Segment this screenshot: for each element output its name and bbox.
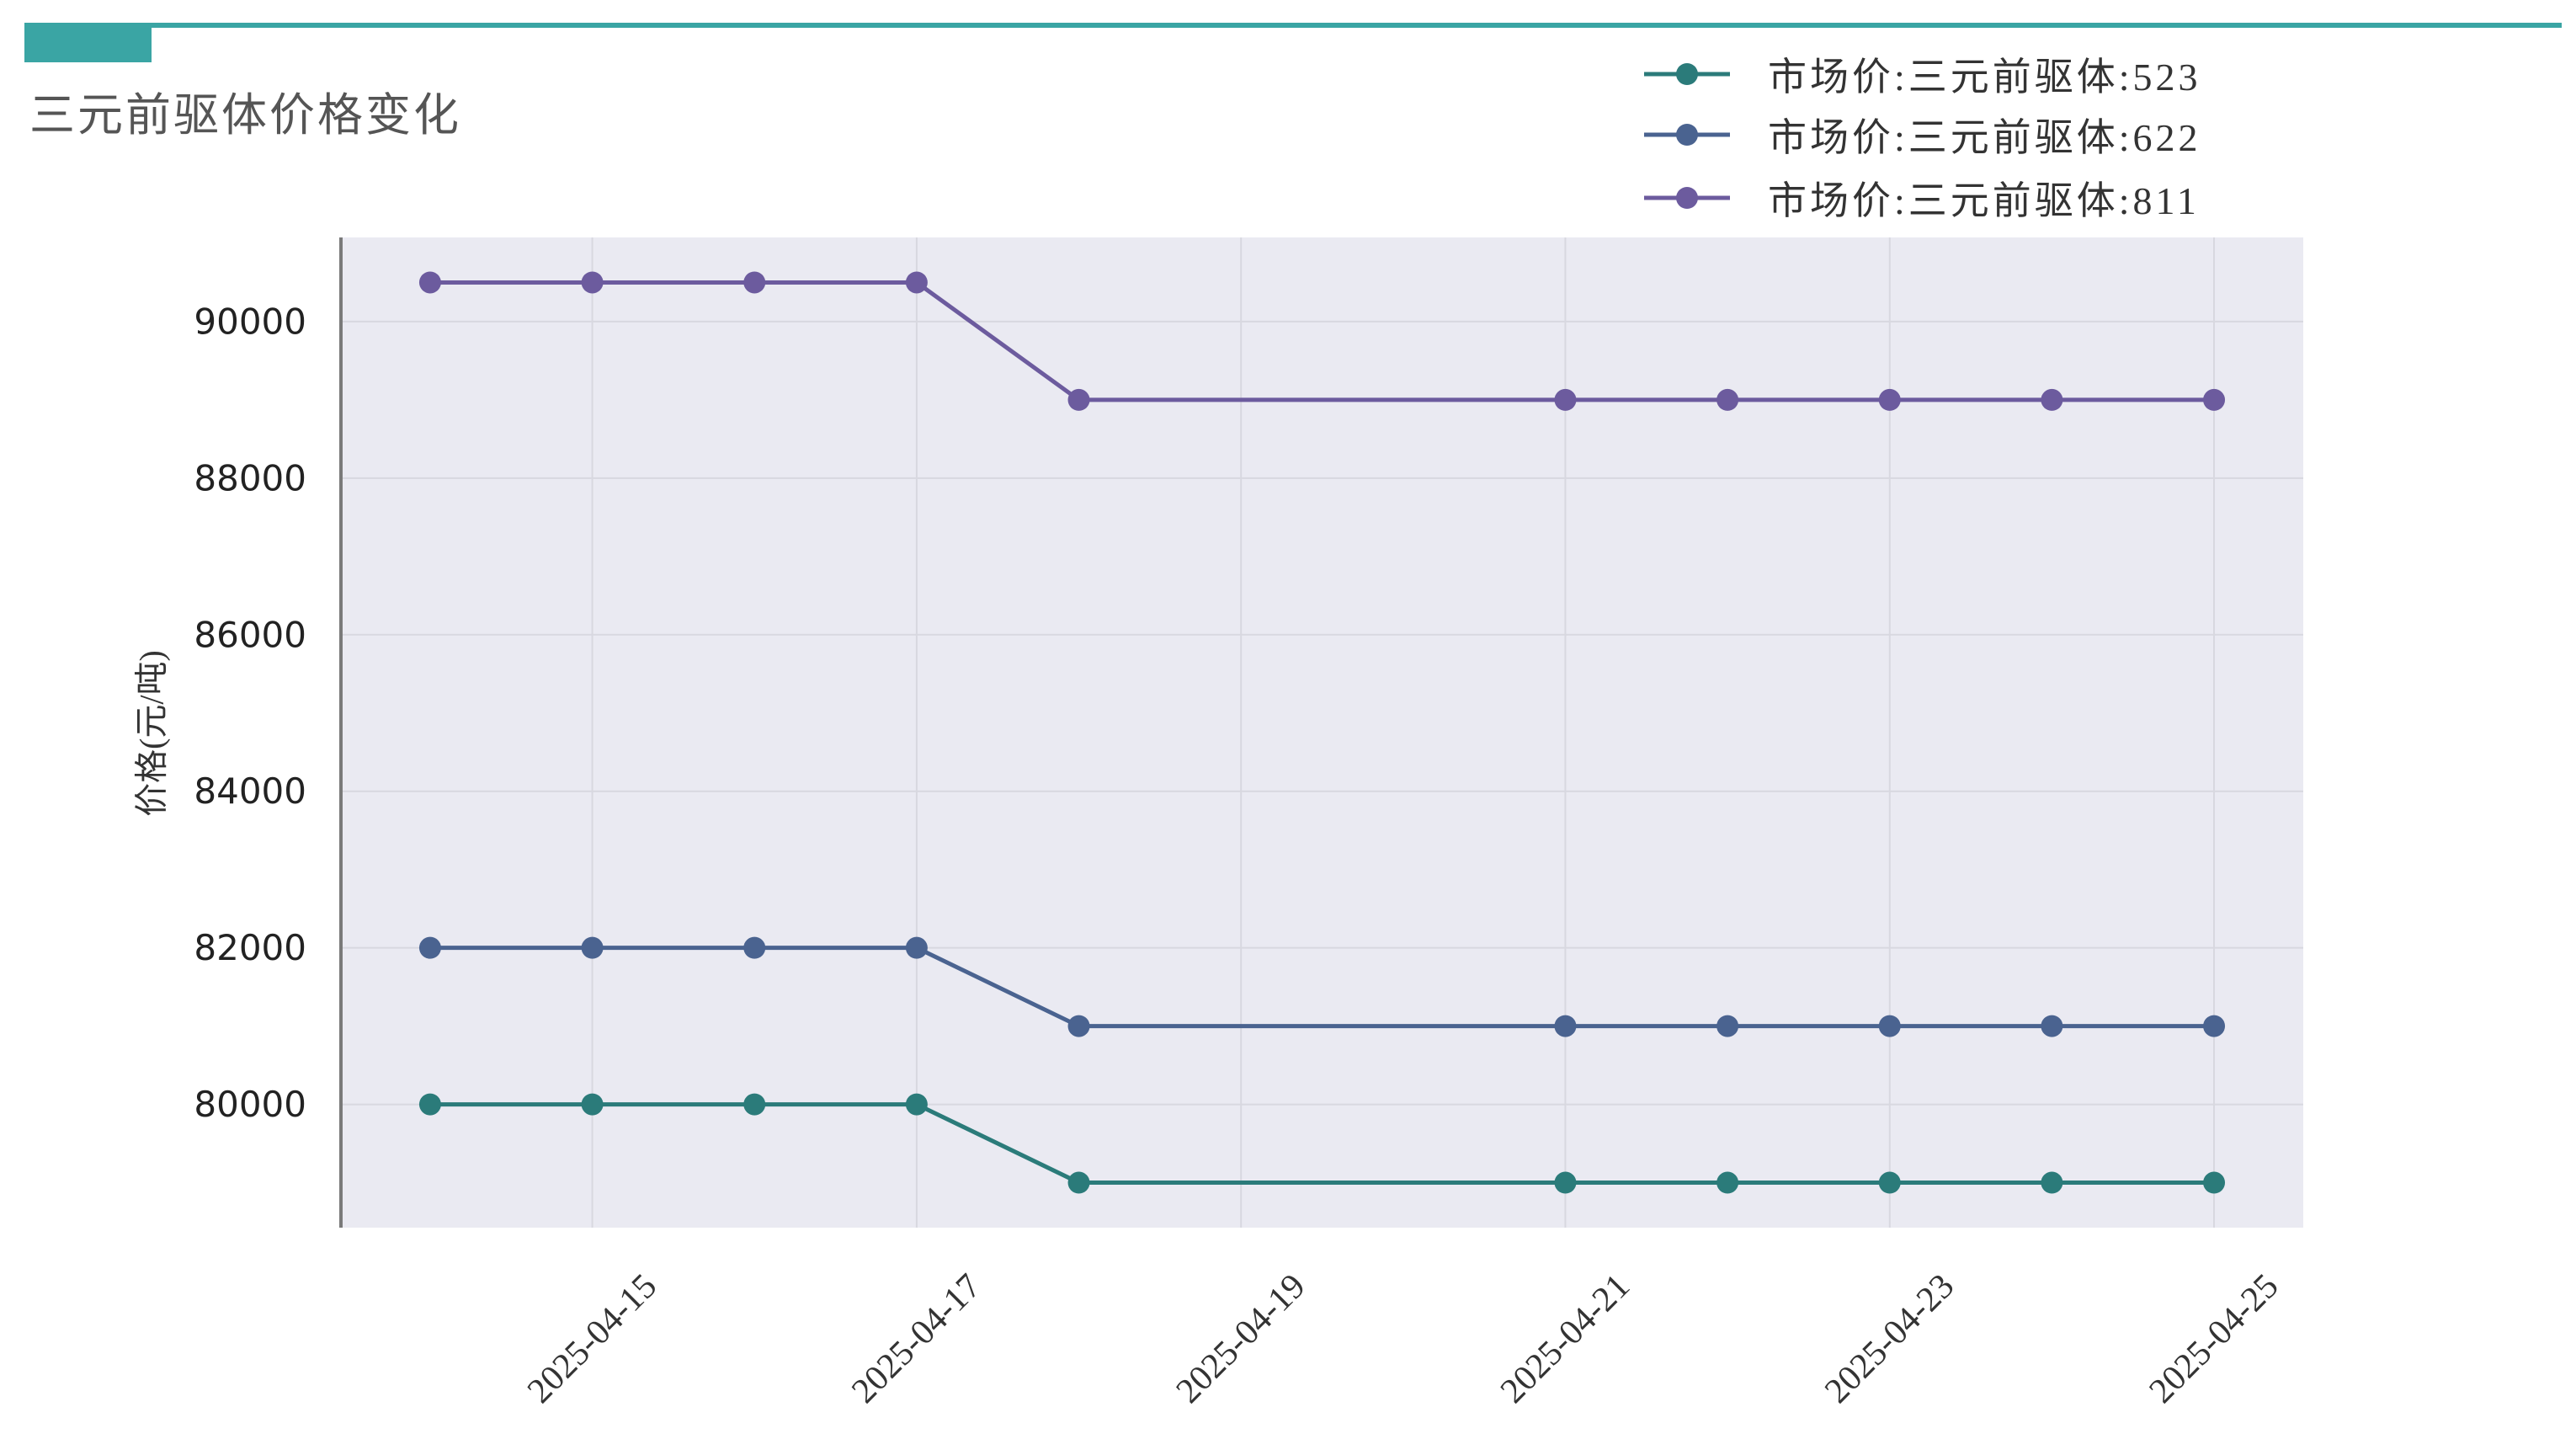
data-point [581, 271, 604, 294]
y-tick-label: 90000 [194, 301, 306, 342]
data-point [418, 271, 441, 294]
data-point [2041, 1015, 2063, 1037]
legend-item: 市场价:三元前驱体:622 [1644, 108, 2201, 162]
gridlines [341, 237, 2303, 1228]
data-point [1716, 1171, 1739, 1194]
legend-label: 市场价:三元前驱体:523 [1768, 56, 2201, 99]
y-tick-label: 84000 [194, 770, 306, 812]
data-point [2041, 388, 2063, 411]
y-tick-labels: 80000 82000 84000 86000 88000 90000 [194, 301, 306, 1125]
data-point [2203, 1171, 2226, 1194]
y-tick-label: 82000 [194, 927, 306, 968]
data-point [2203, 388, 2226, 411]
data-point [1878, 388, 1901, 411]
legend-label: 市场价:三元前驱体:622 [1768, 116, 2201, 159]
data-point [1878, 1171, 1901, 1194]
legend-swatch [1644, 187, 1730, 209]
plot-area [341, 237, 2303, 1228]
legend-item: 市场价:三元前驱体:523 [1644, 47, 2201, 101]
y-axis-label: 价格(元/吨) [133, 650, 171, 817]
x-tick-label: 2025-04-21 [1493, 1266, 1637, 1410]
data-point [1554, 1015, 1577, 1037]
x-tick-label: 2025-04-19 [1169, 1266, 1313, 1410]
y-tick-label: 86000 [194, 614, 306, 655]
x-tick-label: 2025-04-23 [1818, 1266, 1961, 1410]
chart-legend: 市场价:三元前驱体:523 市场价:三元前驱体:622 市场价:三元前驱体:81… [1644, 45, 2486, 231]
x-tick-label: 2025-04-17 [844, 1266, 988, 1410]
y-tick-label: 80000 [194, 1084, 306, 1125]
data-point [743, 271, 766, 294]
chart-title: 三元前驱体价格变化 [29, 90, 461, 141]
header-accent-block [24, 24, 152, 62]
legend-item: 市场价:三元前驱体:811 [1644, 171, 2200, 225]
legend-swatch [1644, 124, 1730, 146]
data-point [1716, 1015, 1739, 1037]
header-rule [24, 23, 2562, 28]
series-points [418, 271, 2226, 1194]
x-tick-label: 2025-04-15 [520, 1266, 664, 1410]
data-point [1716, 388, 1739, 411]
data-point [1067, 1171, 1090, 1194]
x-tick-labels: 2025-04-15 2025-04-17 2025-04-19 2025-04-21… [520, 1266, 2286, 1410]
series-line [429, 946, 2215, 1029]
data-point [1554, 1171, 1577, 1194]
data-point [743, 1093, 766, 1116]
x-tick-label: 2025-04-25 [2142, 1266, 2286, 1410]
legend-swatch [1644, 63, 1730, 85]
data-point [905, 936, 928, 959]
data-point [418, 936, 441, 959]
series-line [429, 1102, 2215, 1186]
data-point [1067, 388, 1090, 411]
legend-label: 市场价:三元前驱体:811 [1768, 179, 2200, 222]
data-point [743, 936, 766, 959]
data-point [905, 271, 928, 294]
data-point [418, 1093, 441, 1116]
data-point [1878, 1015, 1901, 1037]
data-point [905, 1093, 928, 1116]
data-point [1067, 1015, 1090, 1037]
series-line [429, 280, 2215, 402]
data-point [581, 1093, 604, 1116]
data-point [2203, 1015, 2226, 1037]
y-tick-label: 88000 [194, 457, 306, 498]
data-point [1554, 388, 1577, 411]
data-point [581, 936, 604, 959]
data-point [2041, 1171, 2063, 1194]
series-lines [429, 280, 2215, 1186]
